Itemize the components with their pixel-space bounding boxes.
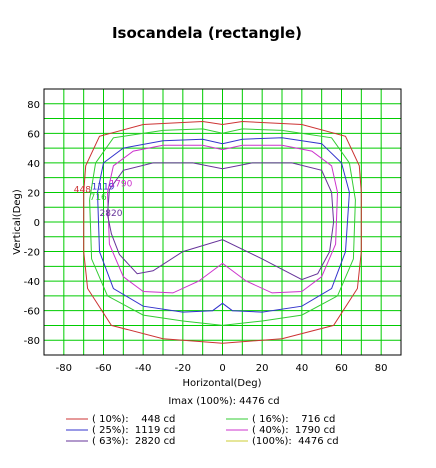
contour-value-label: 1790: [109, 180, 132, 190]
contour-line: [97, 137, 350, 313]
contour-curves: [83, 120, 362, 344]
contour-value-label: 448: [74, 185, 91, 195]
legend-entry: ( 10%): 448 cd: [92, 414, 175, 425]
grid-lines: [44, 89, 401, 355]
contour-line: [89, 128, 356, 326]
y-tick-label: -40: [24, 277, 40, 288]
x-tick-label: -80: [56, 363, 72, 374]
x-tick-label: 60: [335, 363, 348, 374]
x-tick-label: -60: [95, 363, 111, 374]
y-tick-label: 60: [27, 129, 40, 140]
x-tick-label: 0: [219, 363, 225, 374]
y-tick-label: -20: [24, 248, 40, 259]
x-tick-label: 40: [295, 363, 308, 374]
legend-entry: ( 63%): 2820 cd: [92, 436, 175, 447]
y-axis-label: Vertical(Deg): [12, 189, 23, 255]
imax-text: Imax (100%): 4476 cd: [168, 396, 279, 407]
x-tick-label: -20: [175, 363, 191, 374]
contour-value-label: 2820: [100, 209, 123, 219]
y-tick-label: 0: [34, 218, 40, 229]
legend-entry: ( 16%): 716 cd: [252, 414, 335, 425]
legend-entry: (100%): 4476 cd: [252, 436, 339, 447]
y-tick-label: -80: [24, 336, 40, 347]
y-tick-label: 20: [27, 188, 40, 199]
x-axis-label: Horizontal(Deg): [182, 378, 261, 389]
contour-line: [107, 162, 335, 281]
plot-frame: [43, 88, 402, 356]
x-tick-label: 20: [256, 363, 269, 374]
contour-value-label: 1119: [92, 182, 115, 192]
y-tick-label: 80: [27, 100, 40, 111]
x-tick-label: -40: [135, 363, 151, 374]
contour-line: [107, 144, 339, 294]
y-tick-label: 40: [27, 159, 40, 170]
legend-entry: ( 25%): 1119 cd: [92, 425, 175, 436]
contour-line: [83, 120, 362, 344]
x-tick-label: 80: [375, 363, 388, 374]
y-tick-labels: 80 60 40 20 0 -20 -40 -60 -80: [24, 100, 40, 347]
legend-entry: ( 40%): 1790 cd: [252, 425, 335, 436]
legend: ( 10%): 448 cd ( 16%): 716 cd ( 25%): 1119…: [66, 414, 339, 447]
chart-title: Isocandela (rectangle): [112, 24, 302, 42]
y-tick-label: -60: [24, 307, 40, 318]
x-tick-labels: -80 -60 -40 -20 0 20 40 60 80: [56, 363, 388, 374]
contour-value-label: 716: [90, 193, 107, 203]
